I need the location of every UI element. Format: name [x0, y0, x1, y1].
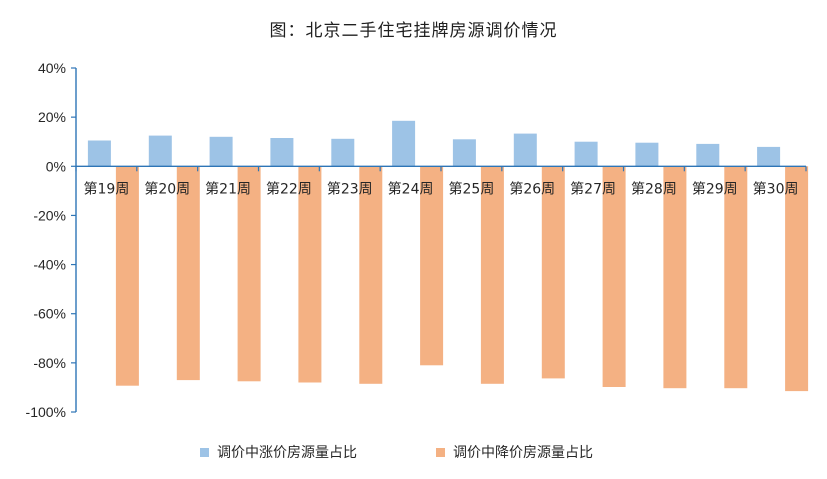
x-tick-label: 第19周: [84, 180, 130, 197]
y-tick-label: -100%: [26, 404, 66, 420]
y-tick-label: 20%: [38, 109, 66, 125]
bar-rise: [270, 138, 294, 167]
axes-group: [71, 67, 807, 413]
legend-swatch-fall: [436, 447, 445, 457]
legend-label-rise: 调价中涨价房源量占比: [217, 445, 357, 461]
y-tick-labels: 40% 20% 0% -20% -40% -60% -80% -100%: [26, 60, 66, 420]
x-tick-label: 第21周: [205, 180, 251, 197]
bar-fall: [663, 166, 687, 389]
x-tick-label: 第28周: [631, 180, 677, 197]
bar-rise: [331, 138, 355, 167]
bar-fall: [541, 166, 565, 379]
y-tick-label: 0%: [46, 158, 66, 174]
bar-fall: [420, 166, 444, 366]
x-tick-label: 第29周: [692, 180, 738, 197]
bar-fall: [602, 166, 626, 387]
y-tick-label: 40%: [38, 60, 66, 76]
x-tick-label: 第23周: [327, 180, 373, 197]
bar-fall: [359, 166, 383, 384]
x-tick-label: 第30周: [753, 180, 799, 197]
legend-item-fall: 调价中降价房源量占比: [436, 441, 593, 463]
bar-rise: [392, 120, 416, 167]
legend-label-fall: 调价中降价房源量占比: [453, 445, 593, 461]
legend-swatch-rise: [200, 447, 209, 457]
bar-fall: [724, 166, 748, 389]
bar-rise: [513, 133, 537, 167]
chart-title: 图：北京二手住宅挂牌房源调价情况: [269, 21, 558, 41]
y-tick-label: -40%: [33, 257, 66, 273]
bar-fall: [298, 166, 322, 383]
bar-rise: [452, 139, 476, 167]
y-tick-label: -60%: [33, 306, 66, 322]
x-tick-label: 第24周: [388, 180, 434, 197]
bar-rise: [696, 143, 720, 167]
x-tick-label: 第25周: [449, 180, 495, 197]
bar-fall: [115, 166, 139, 386]
bar-rise: [635, 142, 659, 167]
y-tick-label: -80%: [33, 355, 66, 371]
bars-group: [87, 120, 809, 392]
bar-fall: [237, 166, 261, 382]
bar-fall: [785, 166, 809, 392]
bar-rise: [148, 135, 172, 167]
bar-rise: [574, 141, 598, 167]
bar-rise: [87, 140, 111, 167]
legend: 调价中涨价房源量占比 调价中降价房源量占比: [0, 441, 827, 463]
x-tick-label: 第20周: [144, 180, 190, 197]
x-tick-label: 第26周: [509, 180, 555, 197]
x-tick-labels: 第19周 第20周 第21周 第22周 第23周 第24周 第25周 第26周 第27周 第28周…: [84, 180, 799, 197]
bar-fall: [480, 166, 504, 384]
legend-item-rise: 调价中涨价房源量占比: [200, 441, 357, 463]
bar-rise: [209, 136, 233, 167]
bar-rise: [757, 146, 781, 167]
x-tick-label: 第22周: [266, 180, 312, 197]
bar-fall: [176, 166, 200, 381]
y-tick-label: -20%: [33, 207, 66, 223]
x-tick-label: 第27周: [570, 180, 616, 197]
